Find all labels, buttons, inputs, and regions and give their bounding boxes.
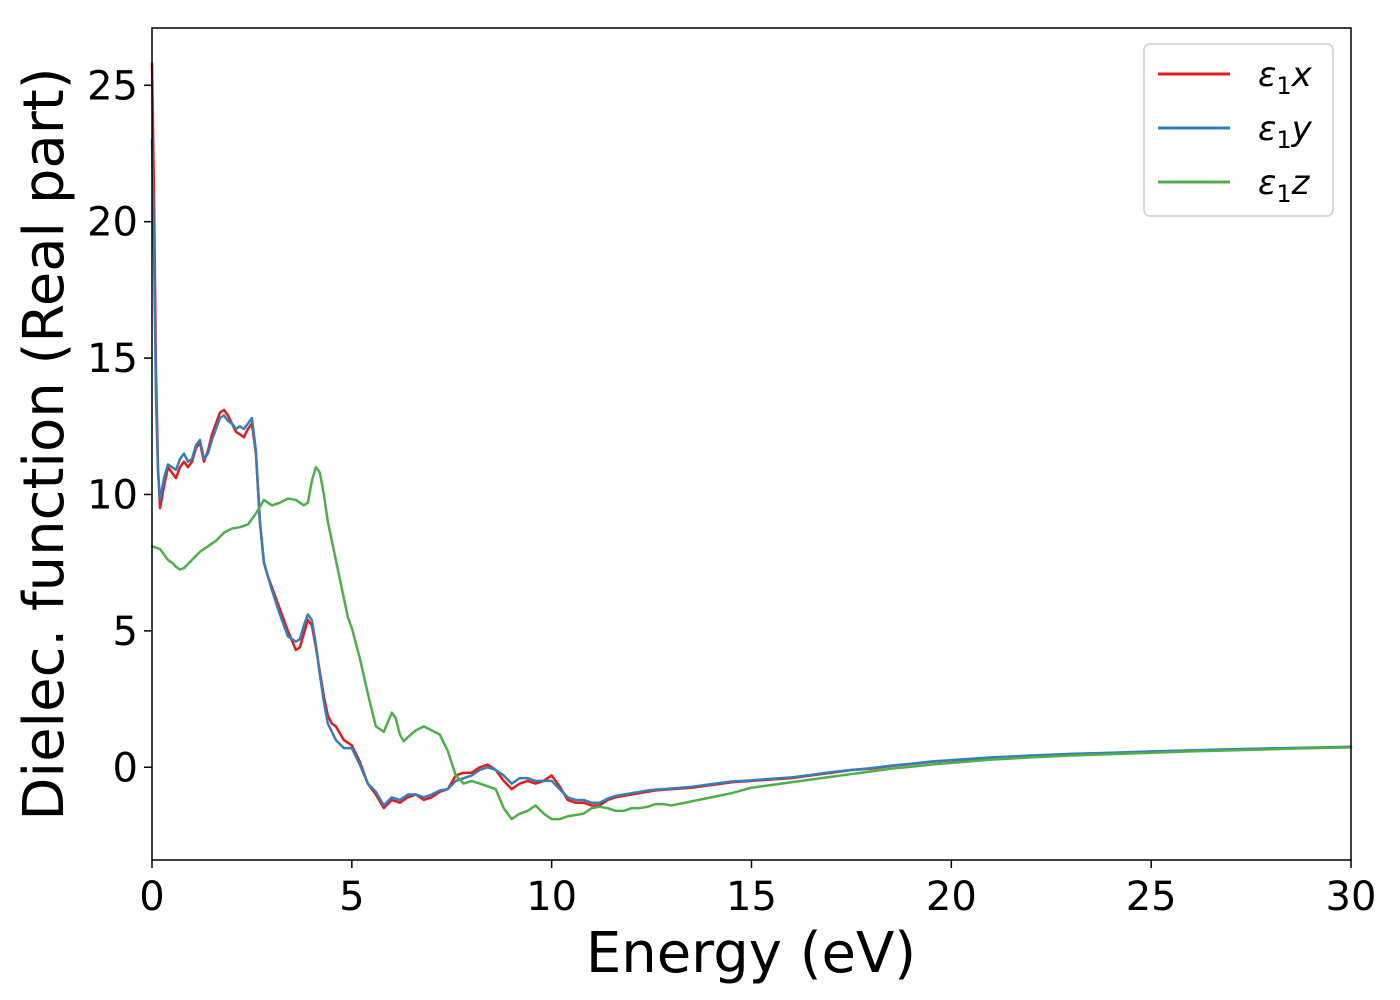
series-layer	[150, 62, 1353, 821]
y-tick-label: 5	[113, 609, 138, 655]
x-tick-label: 30	[1326, 874, 1377, 920]
x-axis: 0 5 10 15 20 25 30	[139, 860, 1376, 920]
legend-label-x: ε1x	[1258, 55, 1313, 100]
y-tick-label: 25	[87, 63, 138, 109]
series-line-y	[150, 138, 1353, 807]
x-tick-label: 20	[926, 874, 977, 920]
y-tick-label: 15	[87, 336, 138, 382]
legend: ε1x ε1y ε1z	[1143, 43, 1334, 217]
x-tick-label: 25	[1126, 874, 1177, 920]
x-axis-title: Energy (eV)	[586, 921, 916, 986]
x-tick-label: 5	[339, 874, 364, 920]
y-tick-label: 10	[87, 472, 138, 518]
legend-label-y: ε1y	[1258, 109, 1313, 154]
legend-label-z: ε1z	[1258, 163, 1311, 208]
y-tick-label: 0	[113, 745, 138, 791]
series-line-z	[150, 465, 1353, 821]
x-tick-label: 10	[526, 874, 577, 920]
y-tick-label: 20	[87, 200, 138, 246]
x-tick-label: 15	[726, 874, 777, 920]
x-tick-label: 0	[139, 874, 164, 920]
y-axis-title: Dielec. function (Real part)	[12, 67, 77, 820]
legend-box	[1143, 43, 1334, 217]
y-axis: 0 5 10 15 20 25	[87, 63, 152, 791]
